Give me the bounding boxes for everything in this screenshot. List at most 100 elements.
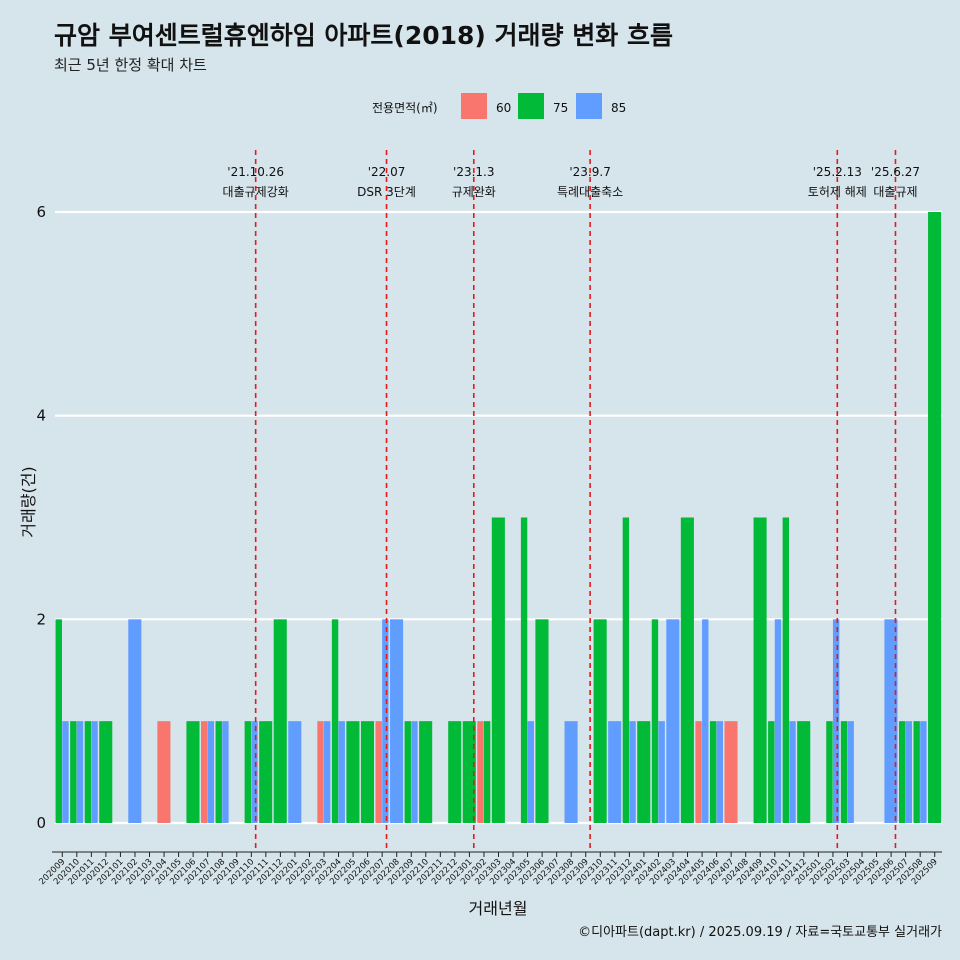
bar-75-202110 [244,721,252,823]
bar-85-202508 [920,721,927,823]
bar-75-202402 [651,619,659,823]
bar-60-202107 [200,721,208,823]
bar-85-202507 [905,721,913,823]
bar-85-202312 [629,721,636,823]
y-tick-label: 4 [36,407,46,425]
bar-75-202306 [535,619,549,823]
bar-60-202207 [375,721,382,823]
bar-85-202201 [288,721,302,823]
bar-75-202210 [419,721,433,823]
bar-85-202405 [702,619,709,823]
bar-85-202403 [666,619,680,823]
chart-title: 규암 부여센트럴휴엔하임 아파트(2018) 거래량 변화 흐름 [54,21,673,50]
bar-75-202010 [70,721,77,823]
bar-60-202407 [724,721,738,823]
bar-75-202310 [593,619,607,823]
legend-title: 전용면적(㎡) [372,101,438,115]
x-axis-title: 거래년월 [469,899,528,918]
legend-label-75: 75 [553,101,568,115]
bar-75-202204 [331,619,339,823]
bar-75-202108 [215,721,222,823]
bar-75-202508 [913,721,920,823]
bar-75-202111 [259,721,273,823]
bar-85-202402 [658,721,665,823]
bar-85-202406 [716,721,724,823]
bar-75-202302 [483,721,491,823]
bar-85-202110 [251,721,258,823]
bar-75-202312 [622,517,630,823]
bar-75-202011 [84,721,92,823]
bar-75-202009 [55,619,62,823]
x-axis: 2020092020102020112020122021012021022021… [37,851,942,887]
chart-subtitle: 최근 5년 한정 확대 차트 [54,56,207,74]
bar-85-202305 [527,721,534,823]
bar-85-202503 [847,721,854,823]
bar-85-202009 [62,721,69,823]
bar-60-202405 [695,721,702,823]
legend-label-85: 85 [611,101,626,115]
bar-85-202506 [884,619,898,823]
bar-75-202503 [840,721,848,823]
legend-swatch-85 [576,93,602,119]
y-tick-label: 6 [36,203,46,221]
bar-85-202311 [608,721,622,823]
bar-85-202410 [774,619,782,823]
bar-75-202209 [404,721,411,823]
caption: ©디아파트(dapt.kr) / 2025.09.19 / 자료=국토교통부 실… [578,925,942,940]
event-date: '25.2.13 [813,165,862,179]
bar-85-202502 [832,619,840,823]
event-date: '23.9.7 [569,165,610,179]
bar-75-202205 [346,721,360,823]
y-tick-label: 2 [36,610,46,628]
y-axis-ticks: 0 2 4 6 [36,203,46,832]
bar-85-202411 [789,721,796,823]
event-date: '22.07 [368,165,406,179]
bar-75-202406 [709,721,717,823]
bar-75-202303 [491,517,505,823]
bar-60-202302 [477,721,484,823]
bar-75-202411 [782,517,790,823]
event-label: 특례대출축소 [557,185,623,199]
bar-85-202203 [324,721,331,823]
event-date: '21.10.26 [227,165,284,179]
bar-85-202107 [207,721,215,823]
y-axis-title: 거래량(건) [19,466,38,537]
legend-swatch-75 [518,93,544,119]
bar-75-202409 [753,517,767,823]
event-date: '23.1.3 [453,165,494,179]
bar-85-202010 [76,721,84,823]
bar-75-202305 [520,517,528,823]
event-label: 대출규제 [873,185,917,199]
bar-75-202509 [928,212,942,823]
bar-75-202112 [273,619,287,823]
legend-swatch-60 [461,93,487,119]
event-label: DSR 3단계 [357,185,416,199]
event-label: 토허제 해제 [808,185,867,199]
bar-85-202308 [564,721,578,823]
bar-75-202412 [797,721,811,823]
bar-85-202108 [222,721,229,823]
bar-75-202206 [360,721,375,823]
bar-85-202208 [390,619,404,823]
legend: 전용면적(㎡) 60 75 85 [372,93,626,119]
bar-75-202507 [898,721,906,823]
bar-75-202404 [680,517,694,823]
event-label: 대출규제강화 [223,185,289,199]
bar-85-202102 [128,619,142,823]
bar-75-202106 [186,721,200,823]
bar-60-202104 [157,721,171,823]
bar-85-202209 [411,721,418,823]
event-date: '25.6.27 [871,165,920,179]
bar-85-202204 [338,721,345,823]
event-label: 규제완화 [452,185,496,199]
bar-75-202410 [768,721,775,823]
bars [55,212,942,823]
bar-85-202207 [382,619,389,823]
bar-85-202011 [91,721,98,823]
event-markers: '21.10.26 대출규제강화 '22.07 DSR 3단계 '23.1.3 규제완화 '… [223,150,920,852]
legend-label-60: 60 [496,101,511,115]
bar-75-202502 [826,721,833,823]
bar-75-202212 [448,721,462,823]
bar-75-202012 [99,721,113,823]
